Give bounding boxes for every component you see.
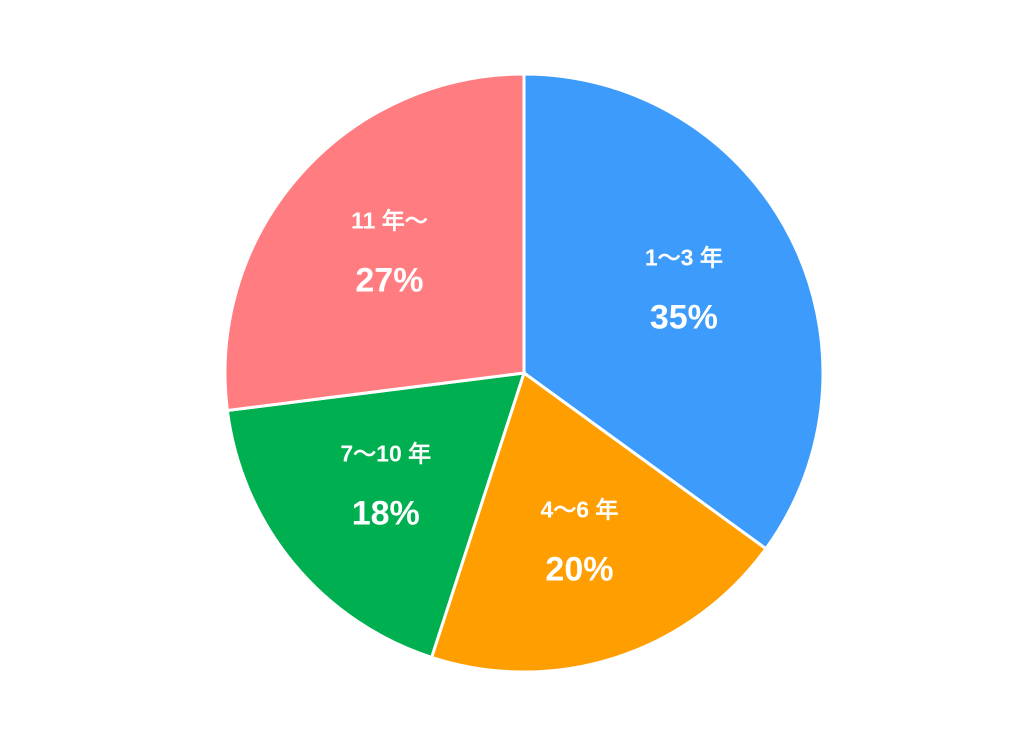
pie-slice: [522, 72, 825, 551]
pie-slice: [429, 370, 768, 674]
slice-category-label: 7～10 年: [340, 440, 431, 466]
pie-slice: [223, 72, 526, 413]
slice-value-label: 20%: [545, 551, 613, 589]
slice-category-label: 11 年～: [351, 207, 428, 233]
slice-value-label: 27%: [355, 261, 423, 299]
slice-value-label: 18%: [352, 494, 420, 532]
slice-category-label: 4～6 年: [540, 497, 618, 523]
pie-slice: [225, 371, 527, 660]
slice-category-label: 1～3 年: [645, 245, 723, 271]
slice-value-label: 35%: [650, 299, 718, 337]
